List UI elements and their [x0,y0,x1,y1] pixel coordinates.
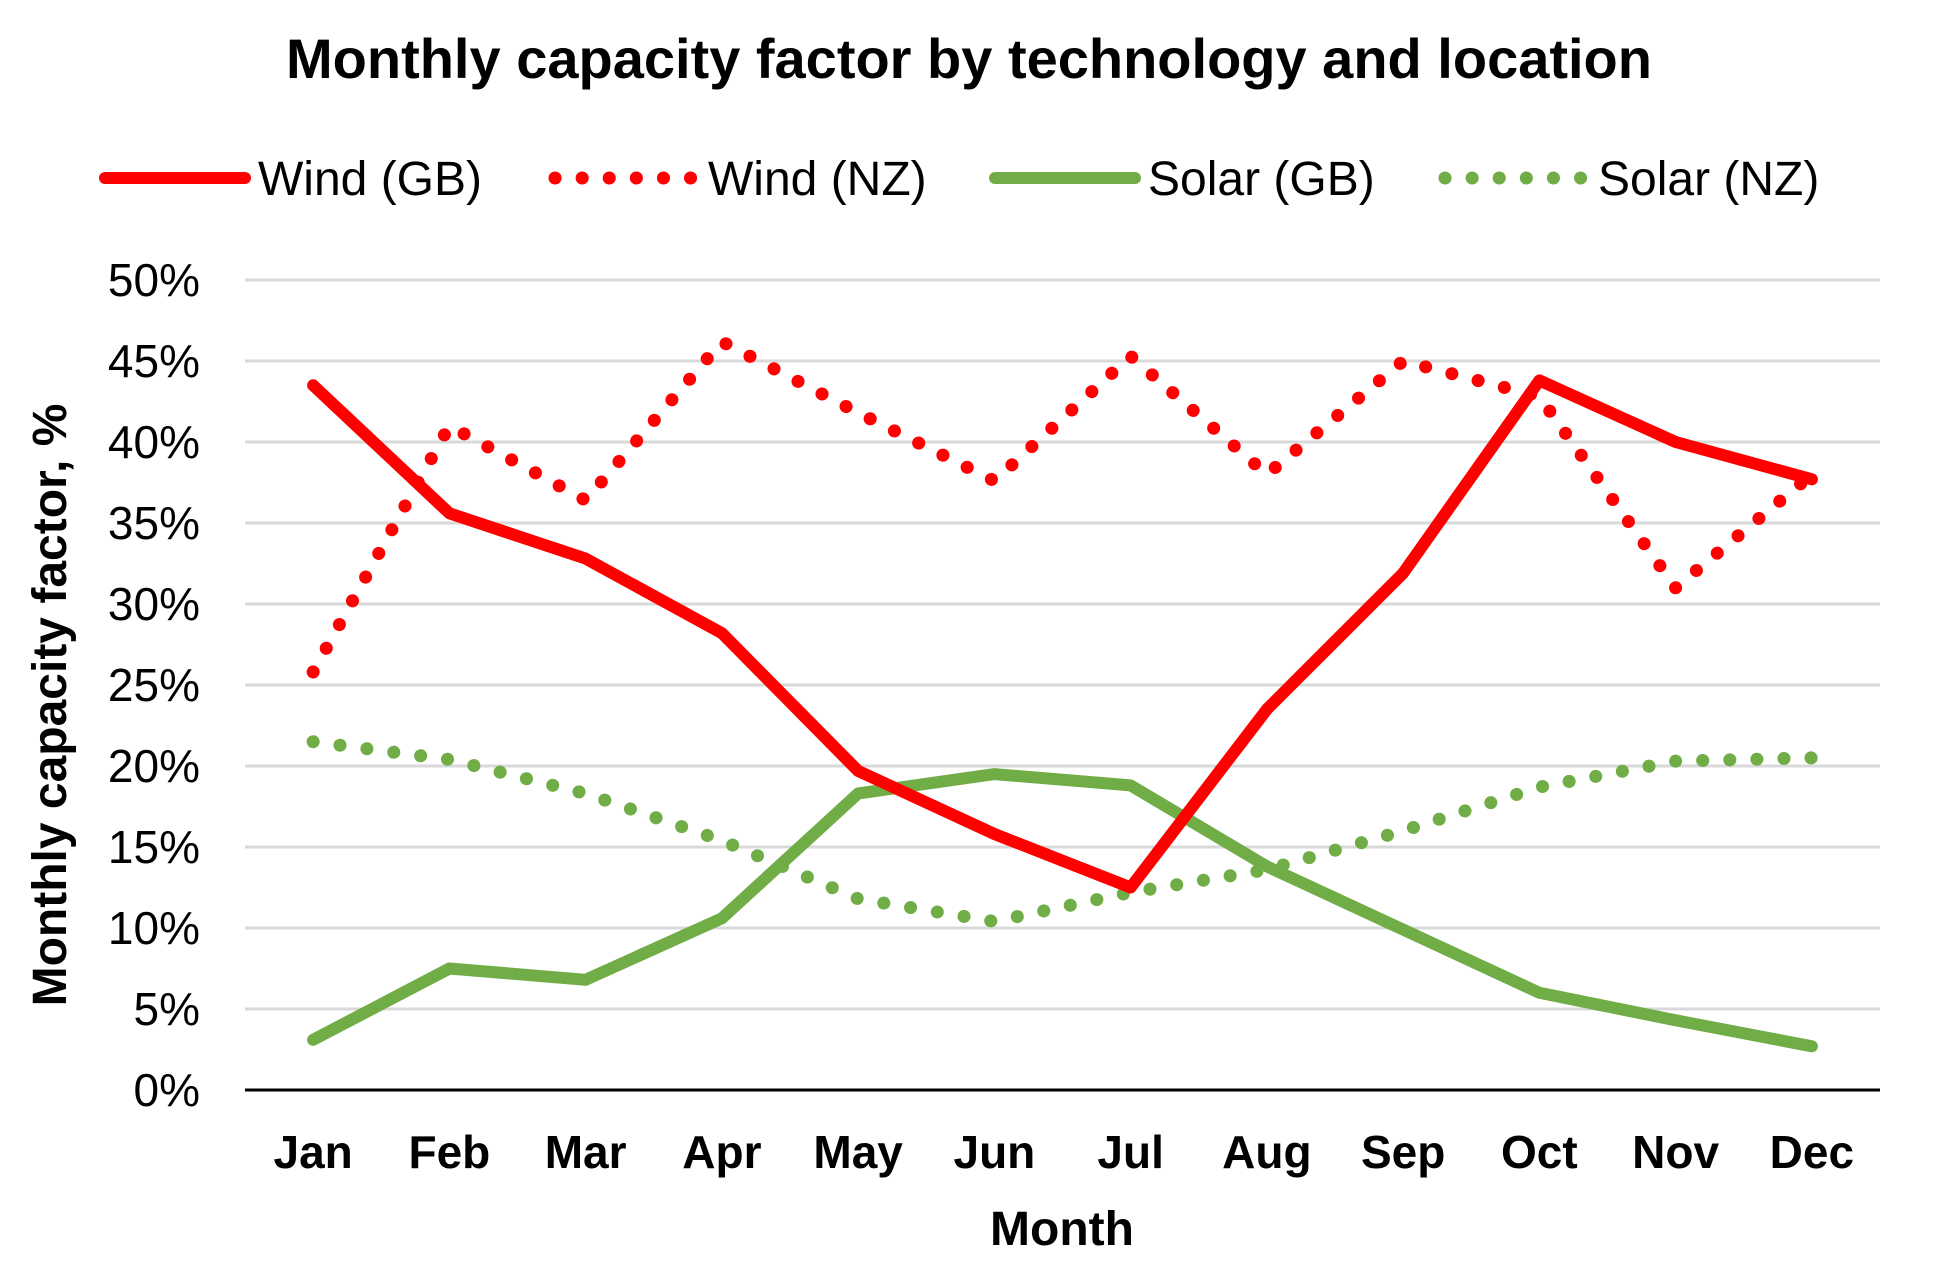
y-axis-ticks: 0% 5% 10% 15% 20% 25% 30% 35% 40% 45% 50% [108,254,200,1116]
legend-label: Wind (GB) [258,153,482,206]
y-tick-label: 35% [108,497,200,549]
x-axis-title: Month [990,1203,1134,1256]
x-tick-label: Apr [682,1126,761,1178]
series-line-wind-nz [306,335,1819,679]
x-tick-label: May [813,1126,903,1178]
x-tick-label: Mar [545,1126,627,1178]
series-lines [306,335,1819,1053]
x-tick-label: Feb [408,1126,490,1178]
y-tick-label: 10% [108,902,200,954]
legend-label: Solar (NZ) [1598,153,1819,206]
y-tick-label: 25% [108,659,200,711]
series-line-solar-nz [306,735,1819,928]
x-tick-label: Nov [1632,1126,1719,1178]
chart-title: Monthly capacity factor by technology an… [286,27,1652,90]
y-tick-label: 40% [108,416,200,468]
y-tick-label: 5% [134,983,200,1035]
x-tick-label: Oct [1501,1126,1578,1178]
series-line-wind-gb [307,374,1818,894]
x-tick-label: Dec [1770,1126,1854,1178]
x-tick-label: Jun [953,1126,1035,1178]
legend: Wind (GB) Wind (NZ) Solar (GB) Solar (NZ) [99,153,1819,206]
series-line-solar-gb [307,768,1818,1053]
gridlines [245,278,1880,1011]
y-axis-title: Monthly capacity factor, % [24,404,77,1007]
x-tick-label: Jul [1097,1126,1163,1178]
y-tick-label: 20% [108,740,200,792]
legend-label: Solar (GB) [1148,153,1375,206]
y-tick-label: 50% [108,254,200,306]
legend-label: Wind (NZ) [708,153,927,206]
y-tick-label: 15% [108,821,200,873]
y-tick-label: 45% [108,335,200,387]
y-tick-label: 0% [134,1064,200,1116]
x-tick-label: Jan [273,1126,352,1178]
x-axis-ticks: Jan Feb Mar Apr May Jun Jul Aug Sep Oct Nov Dec [273,1126,1854,1178]
x-tick-label: Aug [1222,1126,1311,1178]
x-tick-label: Sep [1361,1126,1445,1178]
y-tick-label: 30% [108,578,200,630]
